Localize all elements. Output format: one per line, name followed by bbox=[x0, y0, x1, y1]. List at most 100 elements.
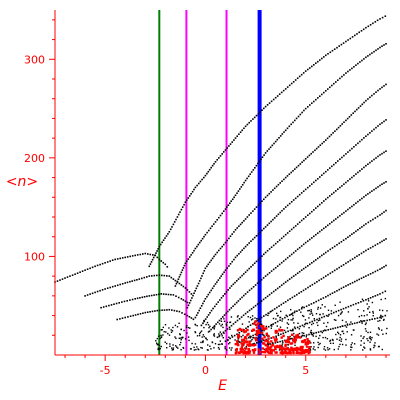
red-data-point bbox=[240, 342, 243, 345]
data-point bbox=[335, 218, 337, 220]
data-point bbox=[200, 277, 202, 280]
data-point bbox=[381, 309, 384, 312]
data-point bbox=[252, 306, 255, 309]
data-point bbox=[322, 330, 325, 332]
data-point bbox=[288, 338, 291, 341]
data-point bbox=[262, 277, 265, 279]
red-data-point bbox=[270, 340, 273, 343]
data-point bbox=[316, 318, 318, 321]
data-point bbox=[271, 325, 273, 327]
data-point bbox=[187, 336, 190, 338]
data-point bbox=[100, 306, 102, 309]
data-point bbox=[168, 275, 171, 277]
data-point bbox=[279, 326, 282, 328]
data-point bbox=[157, 343, 159, 346]
data-point bbox=[212, 326, 214, 329]
red-data-point bbox=[249, 343, 253, 346]
red-data-point bbox=[295, 335, 299, 339]
data-point bbox=[345, 181, 347, 184]
data-point bbox=[240, 316, 243, 318]
data-point bbox=[270, 270, 273, 272]
data-point bbox=[228, 326, 231, 329]
data-point bbox=[176, 216, 179, 218]
data-point bbox=[230, 349, 232, 351]
data-point bbox=[219, 343, 221, 346]
data-point bbox=[374, 295, 377, 297]
data-point bbox=[203, 176, 205, 179]
data-point bbox=[123, 300, 126, 303]
data-point bbox=[340, 312, 343, 314]
data-point bbox=[146, 311, 149, 313]
data-point bbox=[188, 195, 191, 197]
data-point bbox=[200, 341, 202, 344]
data-point bbox=[159, 347, 161, 350]
data-point bbox=[298, 309, 301, 311]
data-point bbox=[198, 334, 201, 337]
data-point bbox=[284, 258, 287, 261]
data-point bbox=[308, 347, 310, 350]
red-data-point bbox=[237, 334, 240, 337]
data-point bbox=[282, 282, 285, 285]
data-point bbox=[221, 335, 223, 337]
data-point bbox=[264, 297, 267, 299]
data-point bbox=[367, 193, 369, 195]
data-point bbox=[363, 101, 365, 104]
data-point bbox=[276, 95, 279, 97]
red-data-point bbox=[266, 345, 269, 349]
data-point bbox=[196, 285, 199, 287]
data-point bbox=[188, 339, 190, 342]
data-series bbox=[54, 15, 388, 351]
data-point bbox=[372, 296, 374, 298]
data-point bbox=[220, 325, 222, 327]
data-point bbox=[339, 215, 341, 217]
data-point bbox=[217, 346, 220, 349]
data-point bbox=[372, 218, 374, 221]
data-point bbox=[284, 316, 286, 319]
data-point bbox=[272, 218, 274, 221]
data-point bbox=[191, 297, 193, 299]
data-point bbox=[284, 233, 287, 236]
data-point bbox=[337, 326, 339, 329]
data-point bbox=[238, 253, 240, 255]
data-point bbox=[360, 335, 362, 337]
data-point bbox=[251, 322, 254, 325]
data-point bbox=[224, 347, 226, 350]
data-point bbox=[115, 302, 118, 305]
data-point bbox=[228, 145, 230, 147]
data-point bbox=[334, 130, 336, 132]
data-point bbox=[126, 256, 129, 258]
data-point bbox=[234, 229, 237, 231]
data-point bbox=[86, 294, 89, 296]
data-point bbox=[252, 210, 254, 212]
data-point bbox=[385, 119, 387, 121]
data-point bbox=[155, 340, 157, 342]
red-data-point bbox=[306, 338, 309, 341]
data-point bbox=[312, 314, 314, 316]
data-point bbox=[263, 348, 266, 351]
data-point bbox=[373, 158, 375, 161]
data-point bbox=[247, 316, 249, 318]
red-data-point bbox=[300, 351, 304, 355]
data-point bbox=[385, 83, 387, 86]
data-point bbox=[341, 213, 343, 215]
data-point bbox=[275, 185, 278, 188]
data-point bbox=[180, 337, 182, 339]
data-point bbox=[292, 170, 294, 172]
data-point bbox=[317, 331, 320, 333]
data-point bbox=[310, 342, 312, 344]
data-point bbox=[310, 303, 313, 305]
data-point bbox=[220, 333, 223, 335]
data-point bbox=[121, 283, 124, 285]
data-point bbox=[239, 223, 242, 226]
data-point bbox=[363, 137, 365, 139]
data-point bbox=[239, 298, 241, 300]
data-point bbox=[247, 175, 250, 178]
red-data-point bbox=[303, 351, 306, 354]
data-point bbox=[321, 316, 323, 319]
data-point bbox=[308, 333, 310, 336]
red-data-point bbox=[264, 343, 268, 347]
data-point bbox=[206, 295, 208, 298]
red-data-point bbox=[235, 347, 238, 351]
data-point bbox=[386, 327, 388, 330]
data-point bbox=[307, 240, 309, 242]
